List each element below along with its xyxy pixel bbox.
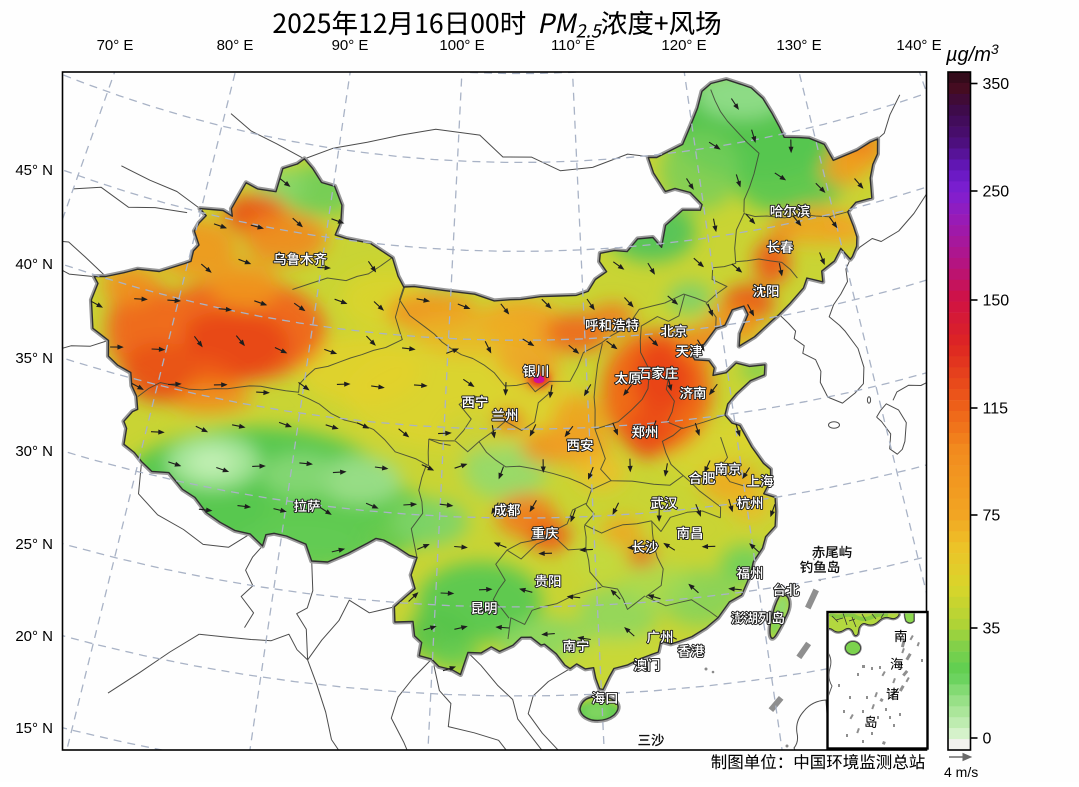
svg-text:110° E: 110° E <box>551 37 595 54</box>
svg-text:130° E: 130° E <box>776 37 821 54</box>
svg-text:100° E: 100° E <box>439 37 484 54</box>
svg-text:40° N: 40° N <box>15 256 53 273</box>
svg-text:120° E: 120° E <box>661 37 706 54</box>
svg-text:25° N: 25° N <box>15 536 53 553</box>
svg-text:140° E: 140° E <box>896 37 941 54</box>
svg-text:115: 115 <box>983 401 1009 418</box>
svg-text:350: 350 <box>983 76 1010 93</box>
svg-text:15° N: 15° N <box>15 720 53 737</box>
svg-text:250: 250 <box>983 184 1010 201</box>
svg-text:30° N: 30° N <box>15 443 53 460</box>
svg-text:µg/m3: µg/m3 <box>945 41 999 66</box>
svg-text:4 m/s: 4 m/s <box>944 764 978 780</box>
svg-text:35: 35 <box>983 621 1001 638</box>
svg-text:45° N: 45° N <box>15 162 53 179</box>
svg-text:80° E: 80° E <box>217 37 254 54</box>
svg-text:20° N: 20° N <box>15 628 53 645</box>
svg-text:75: 75 <box>983 508 1001 525</box>
svg-text:150: 150 <box>983 293 1010 310</box>
svg-text:0: 0 <box>983 731 992 748</box>
svg-text:70° E: 70° E <box>97 37 134 54</box>
svg-text:35° N: 35° N <box>15 350 53 367</box>
svg-text:90° E: 90° E <box>332 37 369 54</box>
